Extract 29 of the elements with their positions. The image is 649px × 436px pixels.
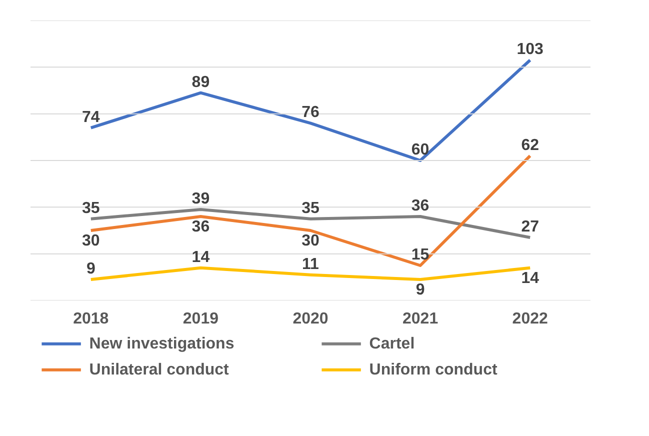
- data-label: 89: [192, 74, 210, 91]
- data-label: 36: [192, 218, 210, 236]
- data-label: 39: [192, 190, 210, 208]
- data-label: 103: [516, 41, 544, 58]
- legend-label: Unilateral conduct: [89, 361, 230, 378]
- data-label: 14: [192, 248, 210, 266]
- x-tick-label: 2021: [402, 310, 438, 328]
- data-label: 76: [302, 104, 320, 122]
- data-label: 9: [86, 260, 96, 278]
- data-label: 74: [82, 108, 100, 126]
- data-label: 30: [82, 232, 100, 250]
- data-label: 30: [302, 232, 320, 250]
- legend-label: New investigations: [89, 335, 234, 352]
- x-tick-label: 2020: [292, 310, 328, 328]
- data-label: 11: [302, 256, 320, 273]
- data-label: 9: [416, 282, 425, 298]
- data-label: 27: [521, 218, 540, 236]
- legend-label: Uniform conduct: [369, 361, 498, 378]
- data-label: 14: [521, 270, 540, 287]
- data-label: 15: [411, 246, 430, 264]
- data-label: 35: [82, 200, 100, 217]
- data-label: 62: [521, 136, 540, 154]
- data-label: 36: [411, 198, 430, 214]
- data-label: 35: [302, 200, 320, 217]
- legend-label: Cartel: [369, 335, 415, 352]
- x-tick-label: 2018: [73, 310, 109, 328]
- data-label: 60: [411, 142, 430, 158]
- x-tick-label: 2022: [512, 310, 548, 328]
- x-tick-label: 2019: [182, 310, 219, 328]
